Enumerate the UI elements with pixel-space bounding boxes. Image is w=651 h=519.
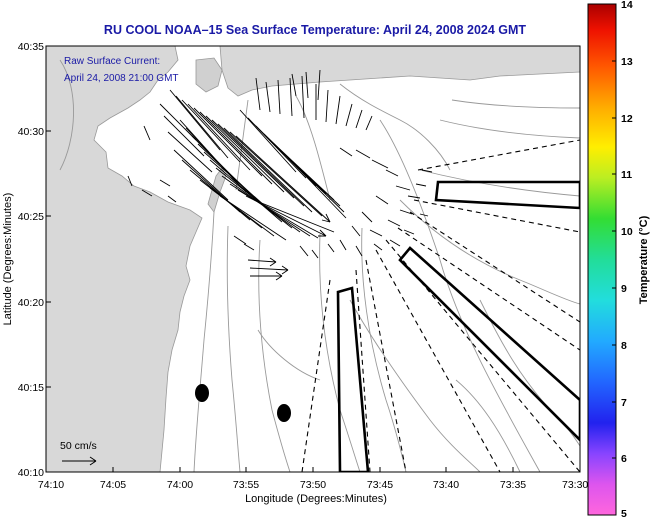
map-layers: [46, 46, 580, 472]
x-tick-labels: 74:10 74:05 74:00 73:55 73:50 73:45 73:4…: [38, 479, 589, 491]
x-tick-label: 73:30: [562, 479, 588, 491]
colorbar-tick-marks: [612, 60, 616, 459]
y-tick-label: 40:35: [18, 41, 44, 53]
x-tick-label: 73:40: [433, 479, 459, 491]
colorbar: [587, 3, 617, 516]
transect-box-southeast: [398, 246, 580, 442]
y-tick-label: 40:15: [18, 382, 44, 394]
colorbar-tick: 8: [621, 340, 627, 352]
vector-heads: [269, 213, 331, 281]
transect-boxes: [336, 180, 580, 472]
colorbar-tick: 9: [621, 283, 627, 295]
x-tick-label: 74:05: [100, 479, 126, 491]
colorbar-tick-labels: 14 13 12 11 10 9 8 7 6 5: [621, 0, 633, 519]
y-tick-label: 40:10: [18, 467, 44, 479]
scale-label: 50 cm/s: [60, 440, 97, 452]
x-tick-label: 74:10: [38, 479, 64, 491]
buoy-marker[interactable]: [277, 404, 291, 422]
x-tick-label: 74:00: [167, 479, 193, 491]
buoy-marker[interactable]: [195, 384, 209, 402]
colorbar-tick: 13: [621, 56, 633, 68]
y-axis-label: Latitude (Degrees:Minutes): [2, 193, 14, 326]
current-vectors: [127, 69, 433, 277]
x-tick-label: 73:50: [300, 479, 326, 491]
transect-box-south: [336, 286, 370, 472]
transect-box-east: [434, 180, 580, 210]
colorbar-tick: 6: [621, 453, 627, 465]
colorbar-tick: 5: [621, 508, 627, 519]
colorbar-tick: 7: [621, 397, 627, 409]
map-title: RU COOL NOAA–15 Sea Surface Temperature:…: [104, 23, 527, 37]
land-staten-island: [195, 57, 223, 93]
x-tick-label: 73:55: [233, 479, 259, 491]
x-axis-label: Longitude (Degrees:Minutes): [245, 493, 387, 505]
y-tick-label: 40:20: [18, 297, 44, 309]
land-long-island: [219, 46, 580, 97]
colorbar-tick: 11: [621, 169, 632, 181]
colorbar-tick: 12: [621, 113, 633, 125]
colorbar-label: Temperature (°C): [638, 215, 650, 304]
land-new-jersey: [46, 46, 203, 472]
x-tick-label: 73:45: [367, 479, 393, 491]
annotation-line-1: Raw Surface Current:: [64, 56, 160, 67]
y-tick-label: 40:25: [18, 211, 44, 223]
scale-arrow: [62, 456, 97, 466]
y-tick-label: 40:30: [18, 126, 44, 138]
annotation-line-2: April 24, 2008 21:00 GMT: [64, 73, 179, 84]
x-tick-label: 73:35: [500, 479, 526, 491]
y-tick-marks: [46, 130, 51, 388]
x-tick-marks: [45, 467, 514, 472]
colorbar-tick: 14: [621, 0, 633, 11]
radar-wedge-lines: [301, 139, 580, 472]
colorbar-tick: 10: [621, 226, 633, 238]
y-tick-labels: 40:35 40:30 40:25 40:20 40:15 40:10: [18, 41, 44, 479]
